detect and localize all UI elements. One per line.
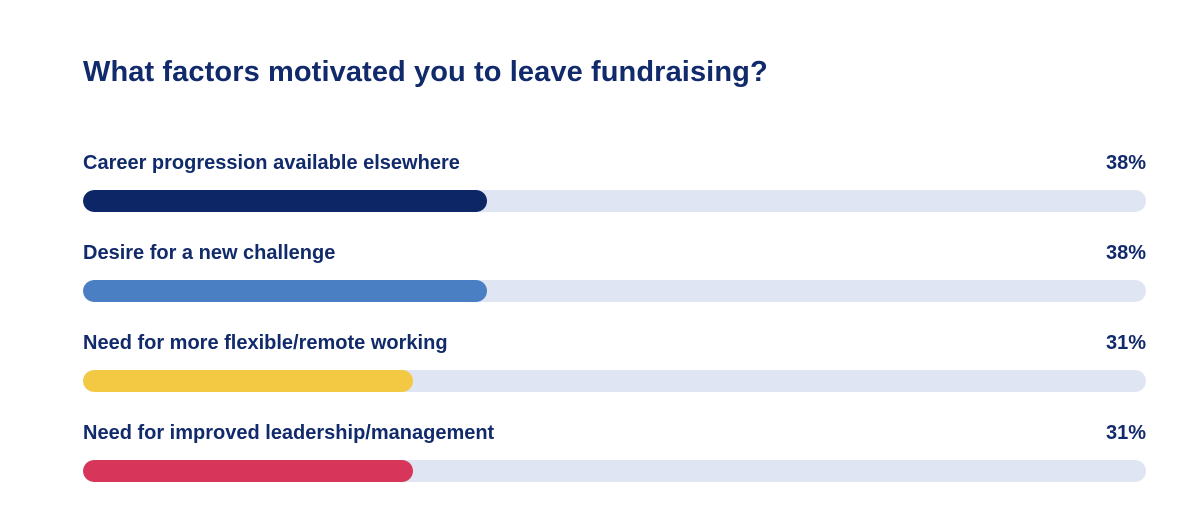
bar-fill bbox=[83, 190, 487, 212]
bar-value-label: 38% bbox=[1105, 242, 1146, 264]
bar-label: Desire for a new challenge bbox=[83, 242, 336, 264]
bar-value-label: 38% bbox=[1105, 152, 1146, 174]
bar-label: Need for more flexible/remote working bbox=[83, 332, 448, 354]
bar-label: Need for improved leadership/management bbox=[83, 422, 495, 444]
bar-label: Career progression available elsewhere bbox=[83, 152, 460, 174]
bar-row: Need for more flexible/remote working 31… bbox=[83, 332, 1146, 422]
bar-row: Need for improved leadership/management … bbox=[83, 422, 1146, 512]
bar-track bbox=[83, 280, 1146, 302]
bar-row: Desire for a new challenge 38% bbox=[83, 242, 1146, 332]
bar-track bbox=[83, 370, 1146, 392]
bar-fill bbox=[83, 460, 413, 482]
bar-track bbox=[83, 460, 1146, 482]
bar-value-label: 31% bbox=[1105, 422, 1146, 444]
bar-fill bbox=[83, 370, 413, 392]
bar-fill bbox=[83, 280, 487, 302]
bar-row: Career progression available elsewhere 3… bbox=[83, 152, 1146, 242]
chart-title: What factors motivated you to leave fund… bbox=[83, 56, 768, 88]
bar-chart: Career progression available elsewhere 3… bbox=[83, 152, 1146, 512]
bar-track bbox=[83, 190, 1146, 212]
bar-value-label: 31% bbox=[1105, 332, 1146, 354]
